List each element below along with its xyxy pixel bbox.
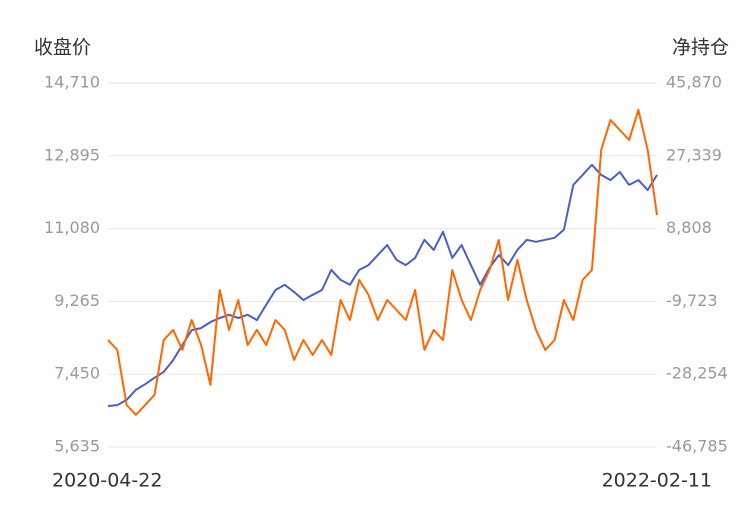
y-axis-title: 收盘价 — [34, 37, 91, 59]
y-tick-label: 9,265 — [54, 291, 100, 310]
y2-tick-label: -46,785 — [666, 437, 728, 456]
x-tick-label: 2020-04-22 — [52, 470, 162, 492]
y2-tick-label: 45,870 — [666, 73, 722, 92]
y2-tick-label: -9,723 — [666, 291, 718, 310]
y2-tick-label: -28,254 — [666, 364, 728, 383]
series-line — [107, 109, 658, 416]
x-tick-label: 2022-02-11 — [602, 470, 712, 492]
y-tick-label: 12,895 — [44, 145, 100, 164]
y2-tick-label: 8,808 — [666, 218, 712, 237]
series-line — [107, 163, 658, 407]
y2-tick-label: 27,339 — [666, 145, 722, 164]
y2-axis-title: 净持仓 — [672, 37, 729, 59]
y-tick-label: 5,635 — [54, 437, 100, 456]
y-tick-label: 7,450 — [54, 364, 100, 383]
y-tick-label: 14,710 — [44, 73, 100, 92]
y-tick-label: 11,080 — [44, 218, 100, 237]
